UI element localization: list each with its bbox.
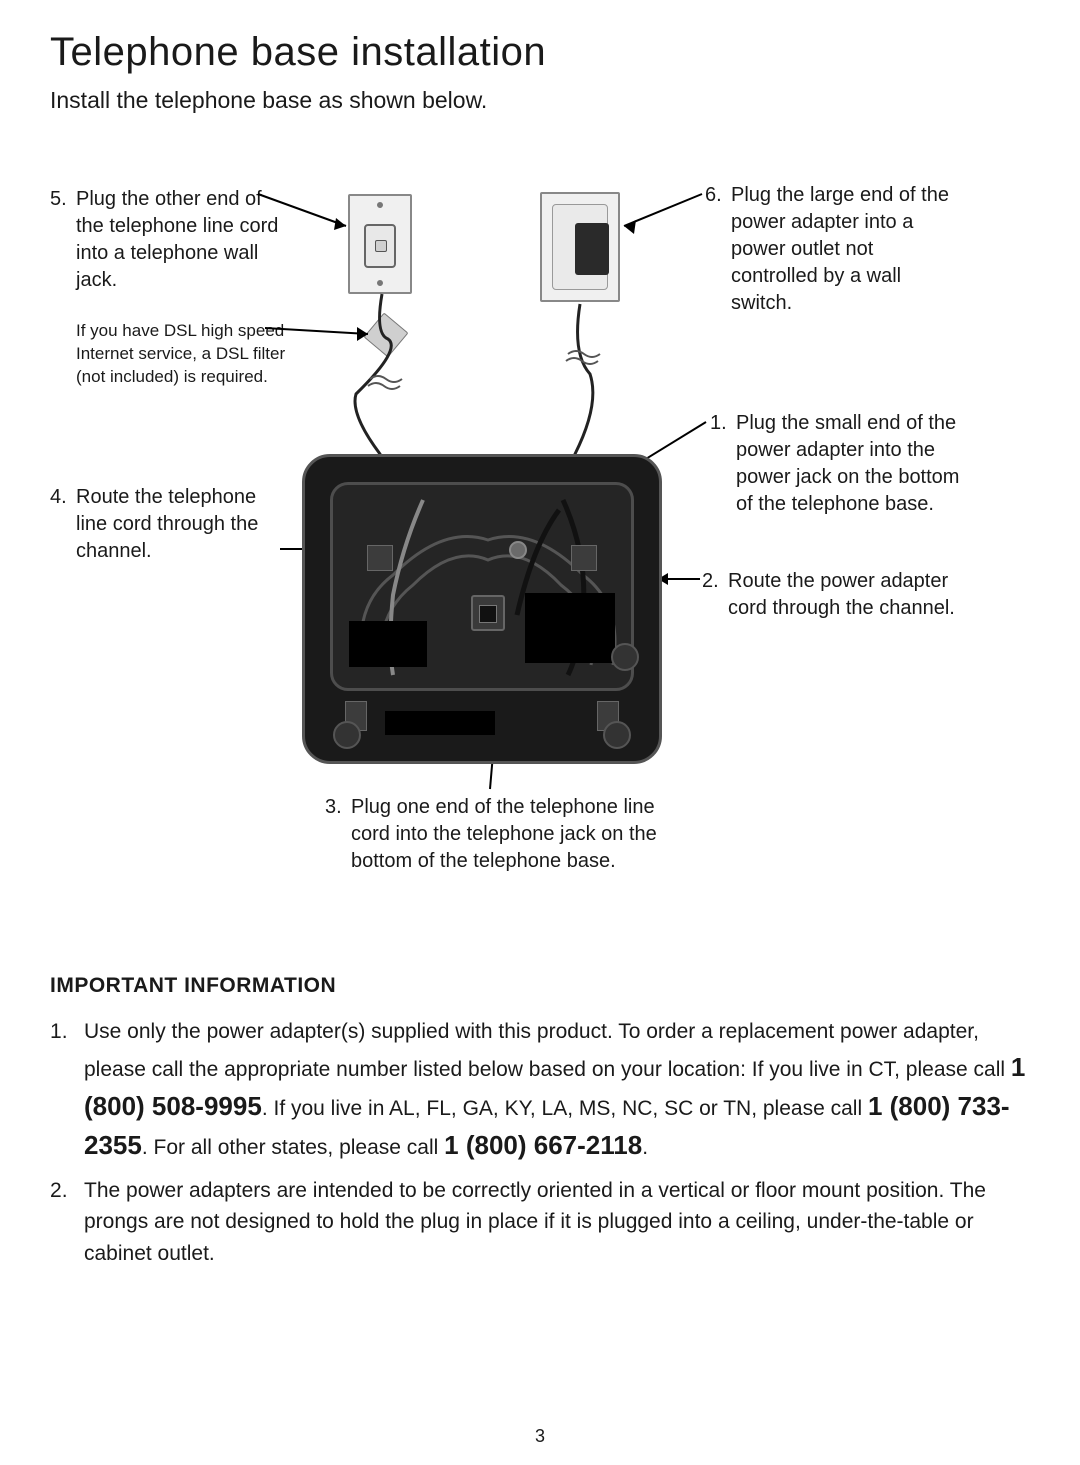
callout-step1: 1. Plug the small end of the power adapt… bbox=[710, 410, 980, 518]
step4-number: 4. bbox=[50, 484, 72, 565]
dsl-note: If you have DSL high speed Internet serv… bbox=[76, 320, 296, 389]
step2-number: 2. bbox=[702, 568, 724, 622]
telephone-wall-jack-icon bbox=[348, 194, 412, 294]
installation-diagram: 5. Plug the other end of the telephone l… bbox=[50, 154, 1030, 934]
page-number: 3 bbox=[535, 1426, 545, 1447]
info1-part-a: Use only the power adapter(s) supplied w… bbox=[84, 1020, 1011, 1081]
telephone-base-icon bbox=[302, 454, 662, 764]
step5-number: 5. bbox=[50, 186, 72, 294]
step6-number: 6. bbox=[705, 182, 727, 317]
info1-part-d: . bbox=[642, 1136, 648, 1159]
info1-part-c: . For all other states, please call bbox=[142, 1136, 444, 1159]
callout-step3: 3. Plug one end of the telephone line co… bbox=[325, 794, 695, 875]
dsl-filter-icon bbox=[363, 312, 408, 357]
step1-number: 1. bbox=[710, 410, 732, 518]
page-subtitle: Install the telephone base as shown belo… bbox=[50, 87, 1030, 114]
power-jack-icon bbox=[509, 541, 527, 559]
page-title: Telephone base installation bbox=[50, 30, 1030, 75]
step1-text: Plug the small end of the power adapter … bbox=[736, 410, 980, 518]
callout-step5: 5. Plug the other end of the telephone l… bbox=[50, 186, 280, 294]
info1-part-b: . If you live in AL, FL, GA, KY, LA, MS,… bbox=[262, 1097, 868, 1120]
phone-other: 1 (800) 667-2118 bbox=[444, 1130, 642, 1160]
step4-text: Route the telephone line cord through th… bbox=[76, 484, 280, 565]
callout-step4: 4. Route the telephone line cord through… bbox=[50, 484, 280, 565]
important-info-list: Use only the power adapter(s) supplied w… bbox=[50, 1016, 1030, 1269]
step3-number: 3. bbox=[325, 794, 347, 875]
callout-step2: 2. Route the power adapter cord through … bbox=[702, 568, 972, 622]
power-adapter-icon bbox=[575, 223, 609, 275]
power-outlet-icon bbox=[540, 192, 620, 302]
dsl-note-text: If you have DSL high speed Internet serv… bbox=[76, 321, 285, 386]
step3-text: Plug one end of the telephone line cord … bbox=[351, 794, 695, 875]
info-item-1: Use only the power adapter(s) supplied w… bbox=[50, 1016, 1030, 1165]
callout-step6: 6. Plug the large end of the power adapt… bbox=[705, 182, 965, 317]
important-info-heading: IMPORTANT INFORMATION bbox=[50, 974, 1030, 998]
step5-text: Plug the other end of the telephone line… bbox=[76, 186, 280, 294]
info-item-2: The power adapters are intended to be co… bbox=[50, 1175, 1030, 1270]
telephone-jack-icon bbox=[471, 595, 505, 631]
step2-text: Route the power adapter cord through the… bbox=[728, 568, 972, 622]
step6-text: Plug the large end of the power adapter … bbox=[731, 182, 965, 317]
